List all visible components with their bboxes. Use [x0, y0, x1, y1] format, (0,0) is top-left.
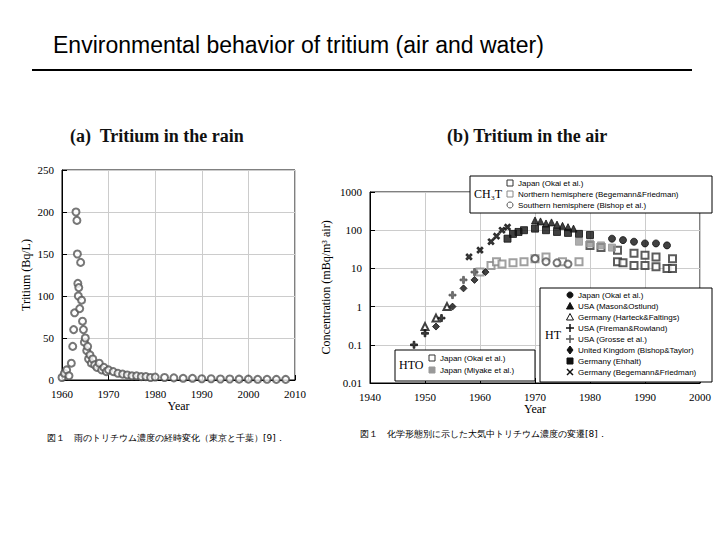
- svg-text:Southern hemisphere (Bishop et: Southern hemisphere (Bishop et al.): [518, 201, 646, 210]
- svg-text:HT: HT: [545, 328, 562, 342]
- svg-text:Germany (Begemann&Friedman): Germany (Begemann&Friedman): [578, 368, 697, 377]
- svg-text:50: 50: [43, 332, 55, 344]
- svg-text:1000: 1000: [340, 186, 363, 198]
- svg-text:Japan (Okai et al.): Japan (Okai et al.): [518, 179, 584, 188]
- svg-text:1940: 1940: [359, 391, 382, 403]
- svg-text:1960: 1960: [51, 388, 74, 400]
- svg-text:図１ 雨のトリチウム濃度の経時変化（東京と千葉）[9]．: 図１ 雨のトリチウム濃度の経時変化（東京と千葉）[9]．: [47, 433, 285, 443]
- svg-text:2010: 2010: [284, 388, 307, 400]
- svg-text:Japan (Miyake et al.): Japan (Miyake et al.): [440, 366, 515, 375]
- svg-text:CH₃T: CH₃T: [474, 187, 503, 201]
- svg-text:1990: 1990: [634, 391, 657, 403]
- svg-text:1990: 1990: [191, 388, 214, 400]
- svg-text:0.1: 0.1: [348, 339, 362, 351]
- svg-text:Germany (Ehhalt): Germany (Ehhalt): [578, 357, 641, 366]
- svg-text:Japan (Okai et al.): Japan (Okai et al.): [578, 291, 644, 300]
- svg-text:1970: 1970: [524, 391, 547, 403]
- svg-text:Environmental behavior of trit: Environmental behavior of tritium (air a…: [53, 32, 544, 58]
- svg-text:2000: 2000: [237, 388, 260, 400]
- svg-text:(b) Tritium in the air: (b) Tritium in the air: [447, 126, 607, 147]
- svg-text:(a) Tritium in the rain: (a) Tritium in the rain: [70, 126, 244, 147]
- svg-text:図１ 化学形態別に示した大気中トリチウム濃度の変遷[8]．: 図１ 化学形態別に示した大気中トリチウム濃度の変遷[8]．: [360, 429, 607, 439]
- svg-text:Year: Year: [167, 399, 189, 413]
- svg-text:Year: Year: [524, 402, 546, 416]
- svg-text:1980: 1980: [579, 391, 602, 403]
- svg-text:100: 100: [38, 290, 55, 302]
- svg-text:Northern hemisphere (Begemann&: Northern hemisphere (Begemann&Friedman): [518, 190, 679, 199]
- svg-text:0.01: 0.01: [343, 377, 362, 389]
- svg-text:1970: 1970: [98, 388, 121, 400]
- svg-text:1: 1: [357, 301, 363, 313]
- svg-text:2000: 2000: [689, 391, 712, 403]
- svg-text:0: 0: [49, 374, 55, 386]
- svg-text:100: 100: [346, 224, 363, 236]
- svg-text:1960: 1960: [469, 391, 492, 403]
- svg-text:1950: 1950: [414, 391, 437, 403]
- svg-text:USA (Grosse et al.): USA (Grosse et al.): [578, 335, 647, 344]
- svg-text:USA (Mason&Ostlund): USA (Mason&Ostlund): [578, 302, 659, 311]
- svg-text:United Kingdom (Bishop&Taylor): United Kingdom (Bishop&Taylor): [578, 346, 694, 355]
- svg-text:10: 10: [351, 262, 363, 274]
- svg-text:Germany (Harteck&Faltings): Germany (Harteck&Faltings): [578, 313, 680, 322]
- svg-text:USA (Fireman&Rowland): USA (Fireman&Rowland): [578, 324, 668, 333]
- svg-text:150: 150: [38, 248, 55, 260]
- svg-text:Tritium (Bq/L): Tritium (Bq/L): [19, 239, 33, 311]
- svg-text:Japan (Okai et al.): Japan (Okai et al.): [440, 354, 506, 363]
- svg-text:200: 200: [38, 206, 55, 218]
- svg-text:Concentration (mBq/m³ air): Concentration (mBq/m³ air): [319, 220, 333, 354]
- svg-text:1980: 1980: [144, 388, 167, 400]
- svg-text:250: 250: [38, 164, 55, 176]
- svg-text:HTO: HTO: [399, 358, 424, 372]
